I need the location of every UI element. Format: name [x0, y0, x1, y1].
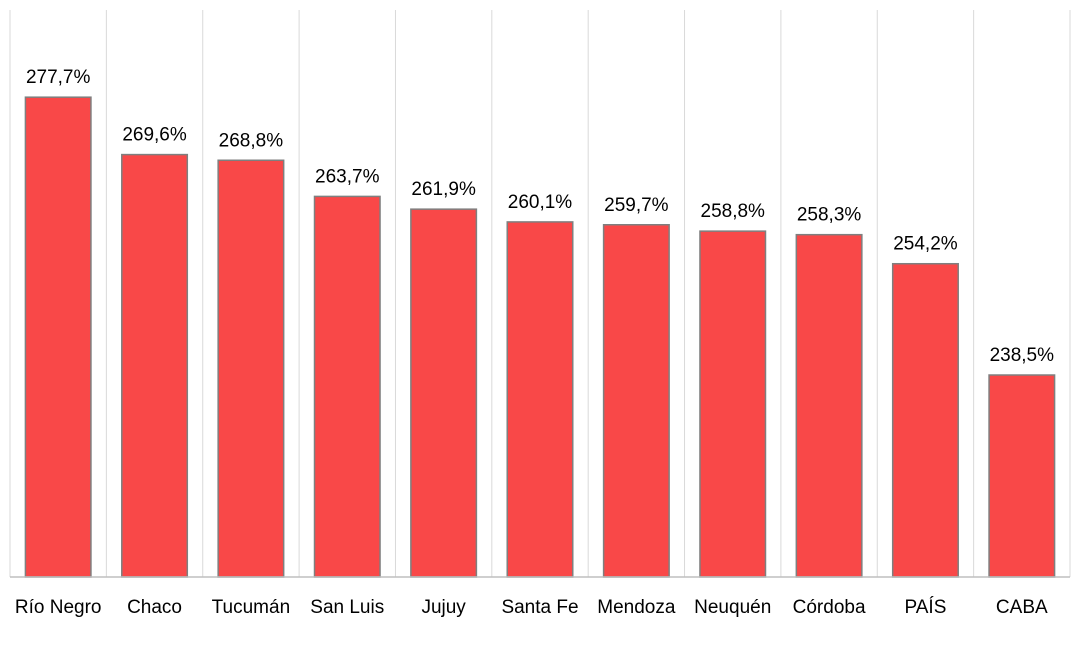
data-label: 258,3% — [797, 205, 862, 226]
bar — [891, 262, 959, 578]
data-label: 258,8% — [701, 201, 766, 222]
data-label: 260,1% — [508, 192, 573, 213]
data-label: 263,7% — [315, 166, 380, 187]
bar — [602, 224, 670, 578]
x-tick-label: Santa Fe — [501, 597, 579, 618]
data-label: 261,9% — [411, 179, 476, 200]
x-tick-label: Neuquén — [694, 597, 772, 618]
data-label: 238,5% — [990, 345, 1055, 366]
bar — [24, 96, 92, 578]
x-tick-label: PAÍS — [904, 597, 947, 618]
data-label: 269,6% — [122, 125, 187, 146]
x-tick-label: Córdoba — [792, 597, 866, 618]
data-label: 277,7% — [26, 67, 91, 88]
bar — [795, 233, 863, 578]
bar — [988, 374, 1056, 578]
bar — [217, 159, 285, 578]
x-tick-label: San Luis — [310, 597, 385, 618]
bar — [506, 221, 574, 578]
x-tick-label: CABA — [995, 597, 1048, 618]
data-label: 259,7% — [604, 195, 669, 216]
x-tick-label: Río Negro — [14, 597, 102, 618]
bar — [121, 153, 189, 578]
bar — [699, 230, 767, 578]
x-tick-label: Chaco — [127, 597, 182, 618]
x-tick-label: Tucumán — [211, 597, 291, 618]
data-label: 268,8% — [219, 130, 284, 151]
data-label: 254,2% — [893, 234, 958, 255]
bar — [313, 195, 381, 578]
x-tick-label: Jujuy — [421, 597, 466, 618]
bar — [410, 208, 478, 578]
x-tick-label: Mendoza — [597, 597, 676, 618]
